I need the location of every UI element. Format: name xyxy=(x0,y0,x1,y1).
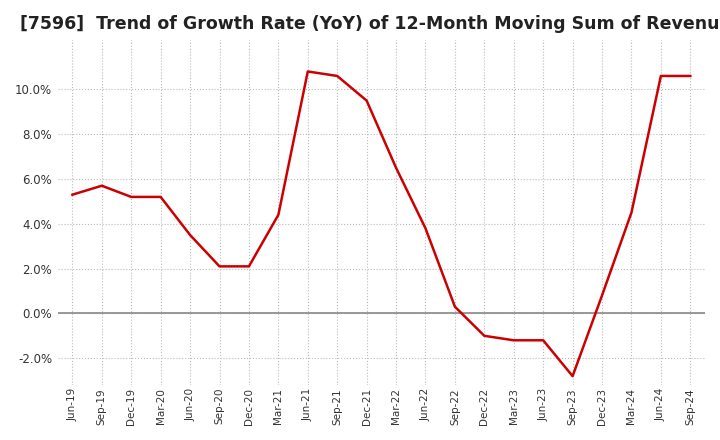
Title: [7596]  Trend of Growth Rate (YoY) of 12-Month Moving Sum of Revenues: [7596] Trend of Growth Rate (YoY) of 12-… xyxy=(20,15,720,33)
